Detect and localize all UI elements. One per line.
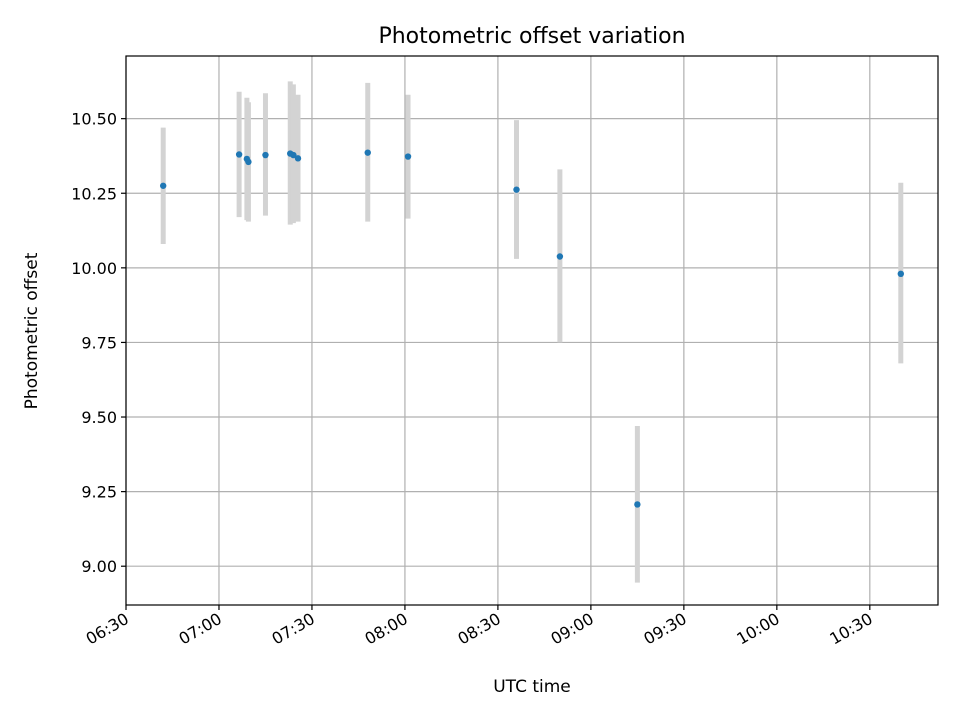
data-point [262,151,269,159]
y-tick-label: 9.50 [81,408,117,427]
y-tick-label: 10.50 [71,110,117,129]
y-tick-label: 9.00 [81,557,117,576]
data-point [364,149,371,156]
y-tick-label: 10.00 [71,259,117,278]
y-tick-label: 9.75 [81,333,117,352]
data-point [245,158,252,166]
y-tick-label: 9.25 [81,483,117,502]
data-point [235,151,243,158]
data-point [634,501,641,508]
data-point [897,270,905,278]
data-point [290,151,297,159]
y-axis-label: Photometric offset [22,252,42,409]
data-point [513,186,520,193]
data-point [294,155,302,162]
plot-area-frame [125,55,939,606]
y-tick-label: 10.25 [71,184,117,203]
data-point [556,253,564,260]
data-point [404,153,412,160]
grid-layer [125,56,938,605]
chart-title: Photometric offset variation [378,24,685,49]
data-point [159,182,167,189]
point-layer [159,149,905,508]
x-axis-label: UTC time [493,677,571,697]
